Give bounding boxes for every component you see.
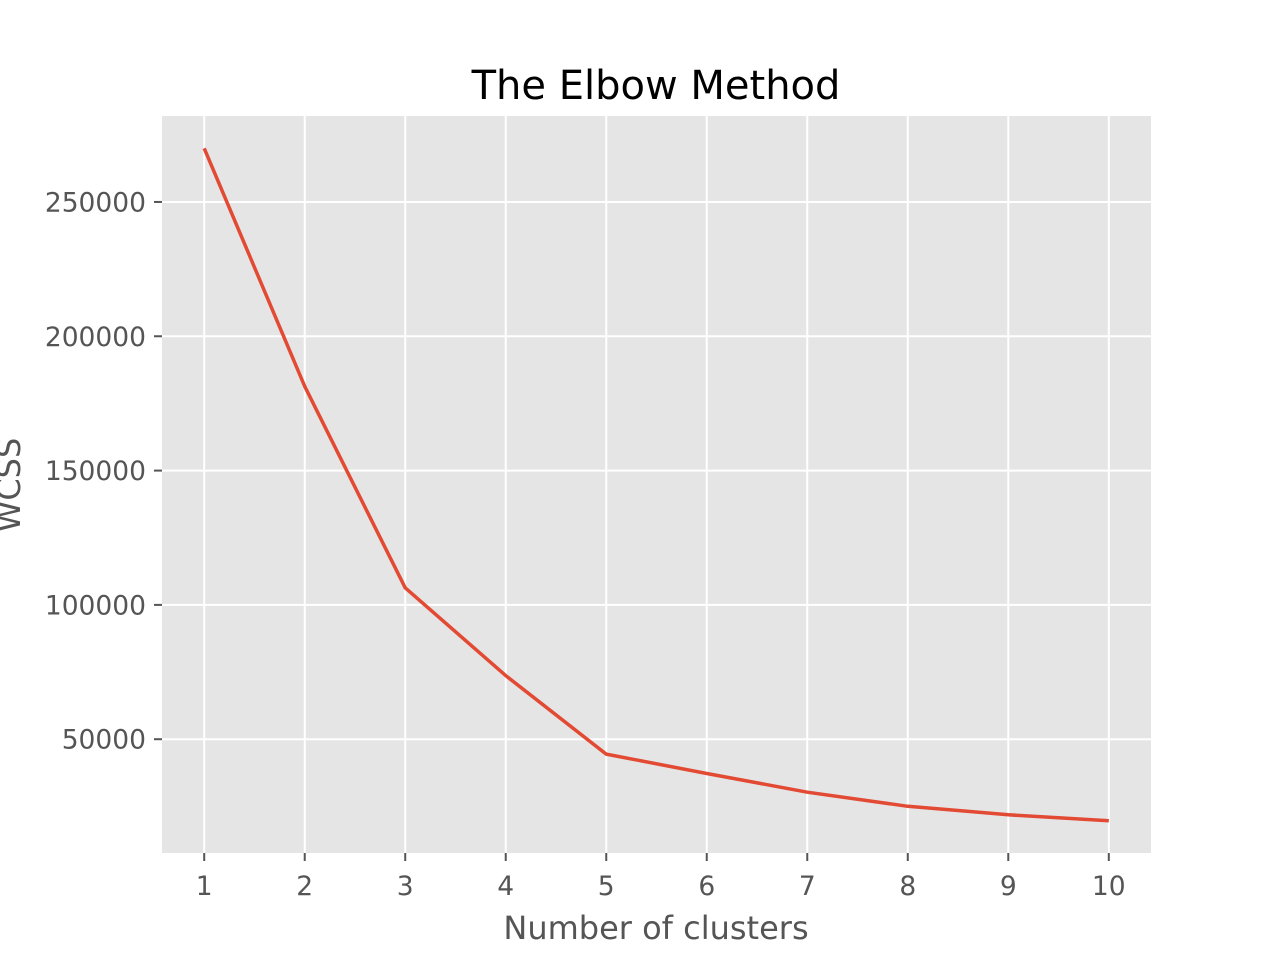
y-tick-label: 200000 xyxy=(45,322,146,353)
y-tick-label: 250000 xyxy=(45,187,146,218)
y-tick-label: 50000 xyxy=(62,725,146,756)
x-tick-label: 10 xyxy=(1092,871,1126,902)
x-axis-label: Number of clusters xyxy=(503,909,808,947)
x-tick-label: 5 xyxy=(598,871,615,902)
x-tick-label: 4 xyxy=(497,871,514,902)
chart-title: The Elbow Method xyxy=(471,63,841,109)
x-tick-label: 9 xyxy=(1000,871,1017,902)
x-tick-label: 2 xyxy=(296,871,313,902)
y-axis-label: WCSS xyxy=(0,438,28,533)
x-tick-label: 8 xyxy=(899,871,916,902)
x-tick-label: 3 xyxy=(397,871,414,902)
series-line-wcss xyxy=(202,147,1109,823)
x-tick-label: 6 xyxy=(698,871,715,902)
plot-area xyxy=(162,116,1151,853)
x-tick-label: 1 xyxy=(196,871,213,902)
y-tick-label: 150000 xyxy=(45,456,146,487)
grid-lines xyxy=(162,116,1151,853)
axis-ticks: 1 2 3 4 5 6 7 8 9 10 50000 100000 150000 200000 250000 xyxy=(45,187,1126,902)
y-tick-label: 100000 xyxy=(45,590,146,621)
x-tick-label: 7 xyxy=(799,871,816,902)
